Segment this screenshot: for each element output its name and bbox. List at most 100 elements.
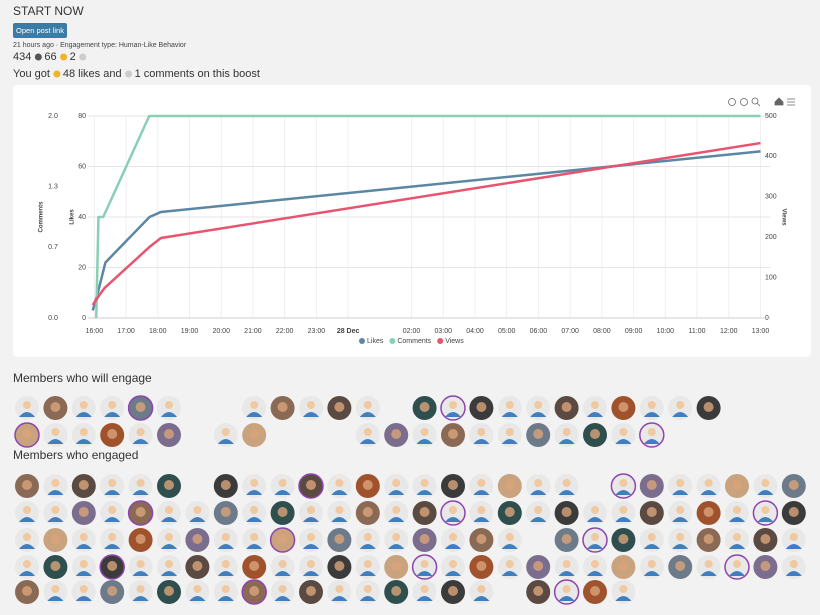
avatar-head xyxy=(562,428,571,436)
avatar-body xyxy=(132,439,149,444)
avatar-body xyxy=(19,571,35,576)
avatar-body xyxy=(615,596,632,601)
avatar-head xyxy=(761,506,770,514)
avatar-face xyxy=(135,402,146,412)
avatar-face xyxy=(476,534,487,544)
avatar-face xyxy=(164,480,174,490)
x-tick-label: 20:00 xyxy=(212,328,230,335)
avatar-body xyxy=(672,412,689,417)
avatar-body xyxy=(274,596,291,601)
legend-marker xyxy=(359,338,365,344)
avatar-head xyxy=(392,506,401,514)
avatar-head xyxy=(165,506,173,514)
avatar-head xyxy=(733,560,741,568)
avatar-head xyxy=(307,533,315,541)
avatar-head xyxy=(221,533,230,541)
avatar-body xyxy=(445,544,461,549)
avatar-face xyxy=(249,586,260,596)
avatar-head xyxy=(505,533,514,541)
avatar-face xyxy=(760,561,771,571)
avatar-face xyxy=(590,429,600,439)
avatar-body xyxy=(388,517,405,522)
avatar-head xyxy=(733,506,741,514)
avatar-head xyxy=(619,506,628,514)
button-label[interactable]: Open post link xyxy=(16,26,64,35)
avatar-head xyxy=(79,560,88,568)
avatar-head xyxy=(165,560,173,568)
avatar-face xyxy=(107,561,118,571)
avatar-head xyxy=(51,585,60,593)
avatar-head xyxy=(704,479,713,487)
avatar-body xyxy=(104,490,121,495)
avatar-body xyxy=(473,517,490,522)
avatar-head xyxy=(79,585,88,593)
avatar-head xyxy=(591,401,599,409)
avatar-body xyxy=(530,490,547,495)
x-tick-label: 22:00 xyxy=(276,328,294,335)
summary-likes: 48 xyxy=(63,68,75,80)
avatar-body xyxy=(303,517,319,522)
avatar-face xyxy=(646,507,657,517)
avatar-head xyxy=(505,560,514,568)
avatar-face xyxy=(192,534,203,544)
x-tick-label: 02:00 xyxy=(403,328,421,335)
avatar-body xyxy=(757,490,774,495)
avatar-body xyxy=(445,412,461,417)
summary-comments-text: comments on this boost xyxy=(144,68,260,80)
avatar-head xyxy=(363,533,372,541)
avatar-body xyxy=(217,596,234,601)
avatar-body xyxy=(303,412,319,417)
avatar-face xyxy=(419,402,430,412)
avatar-body xyxy=(615,490,632,495)
y2-axis-title: Views xyxy=(780,209,786,227)
avatar-face xyxy=(164,586,174,596)
y-axis-title: Likes xyxy=(70,209,76,225)
avatar-head xyxy=(136,560,145,568)
avatar-head xyxy=(619,479,628,487)
avatar-head xyxy=(250,401,259,409)
y-tick-label: 80 xyxy=(78,113,86,120)
avatar-body xyxy=(303,571,319,576)
y-tick-label: 20 xyxy=(78,264,86,271)
summary-likes-text: likes and xyxy=(78,68,121,80)
avatar-body xyxy=(47,596,64,601)
y2-tick-label: 100 xyxy=(765,274,777,281)
avatar-head xyxy=(420,560,429,568)
avatar-face xyxy=(306,480,316,490)
x-tick-label: 05:00 xyxy=(498,328,516,335)
avatar-head xyxy=(278,479,287,487)
avatar-body xyxy=(700,571,717,576)
y3-tick-label: 1.3 xyxy=(48,184,58,191)
avatar-face xyxy=(334,402,345,412)
avatar-body xyxy=(416,490,433,495)
avatar-head xyxy=(591,506,599,514)
avatar-head xyxy=(136,428,145,436)
avatar-body xyxy=(615,439,632,444)
views-count: 434 xyxy=(13,51,31,63)
avatar-head xyxy=(108,533,117,541)
x-tick-label: 28 Dec xyxy=(337,328,360,335)
avatar-body xyxy=(359,571,376,576)
avatar-head xyxy=(392,533,401,541)
avatar-body xyxy=(303,544,319,549)
avatar-body xyxy=(643,571,660,576)
avatar-head xyxy=(335,585,344,593)
avatar-face xyxy=(50,402,61,412)
avatar-head xyxy=(505,428,514,436)
y3-tick-label: 0.0 xyxy=(48,315,58,322)
avatar-head xyxy=(79,428,88,436)
avatar-face xyxy=(306,586,316,596)
section-title: Members who will engage xyxy=(13,371,152,385)
avatar-body xyxy=(19,412,35,417)
avatar-face xyxy=(362,480,373,490)
avatar-head xyxy=(278,585,287,593)
open-post-button[interactable] xyxy=(13,23,67,38)
avatar-head xyxy=(676,479,685,487)
avatar-body xyxy=(132,571,149,576)
avatar-head xyxy=(23,533,31,541)
avatar-body xyxy=(672,517,689,522)
avatar-face xyxy=(533,429,544,439)
avatar-face xyxy=(590,586,600,596)
avatar-body xyxy=(161,412,177,417)
avatar-face xyxy=(703,507,714,517)
